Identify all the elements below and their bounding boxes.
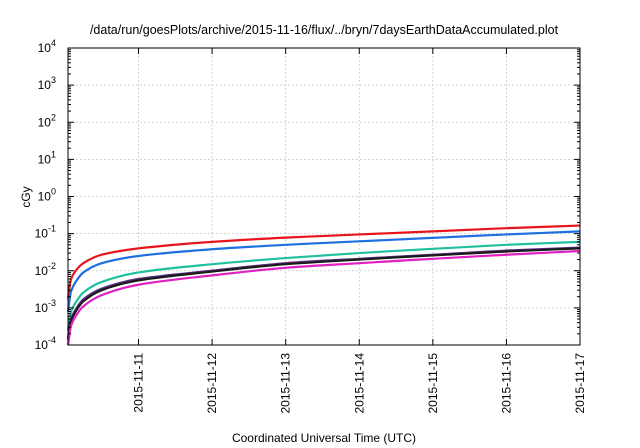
series-lines bbox=[66, 224, 581, 346]
grid bbox=[68, 48, 580, 345]
series-line bbox=[66, 249, 581, 346]
x-tick-label: 2015-11-17 bbox=[573, 353, 587, 414]
x-tick-label: 2015-11-16 bbox=[499, 353, 513, 414]
y-tick-label: 104 bbox=[38, 38, 56, 55]
x-tick-label: 2015-11-14 bbox=[352, 353, 366, 414]
y-tick-label: 10-3 bbox=[35, 298, 56, 315]
y-tick-label: 100 bbox=[38, 187, 56, 204]
y-tick-label: 10-1 bbox=[35, 224, 56, 241]
x-tick-label: 2015-11-15 bbox=[426, 353, 440, 414]
series-line bbox=[66, 230, 581, 312]
chart-title: /data/run/goesPlots/archive/2015-11-16/f… bbox=[90, 23, 559, 37]
series-line bbox=[66, 247, 581, 340]
series-line bbox=[66, 240, 581, 331]
y-tick-label: 101 bbox=[38, 149, 56, 166]
x-tick-label: 2015-11-12 bbox=[205, 353, 219, 414]
y-tick-label: 10-2 bbox=[35, 261, 56, 278]
y-tick-label: 10-4 bbox=[35, 335, 56, 352]
x-tick-label: 2015-11-13 bbox=[279, 353, 293, 414]
x-tick-label: 2015-11-11 bbox=[132, 353, 146, 413]
x-axis-ticks: 2015-11-11 2015-11-12 2015-11-13 2015-11-14… bbox=[132, 48, 587, 414]
y-tick-label: 103 bbox=[38, 75, 56, 92]
series-line bbox=[66, 224, 581, 299]
y-tick-label: 102 bbox=[38, 112, 56, 129]
x-axis-label: Coordinated Universal Time (UTC) bbox=[232, 431, 416, 445]
y-axis-label: cGy bbox=[19, 186, 33, 207]
